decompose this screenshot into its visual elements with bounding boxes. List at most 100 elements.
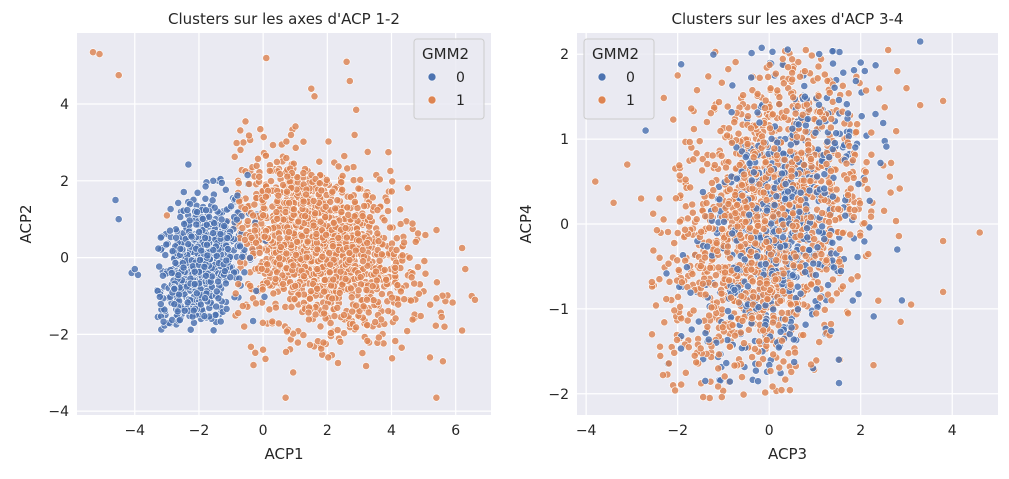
point-cluster-1: [747, 233, 755, 242]
point-cluster-1: [718, 323, 727, 332]
point-cluster-1: [339, 311, 348, 319]
point-cluster-1: [397, 343, 406, 352]
point-cluster-1: [342, 233, 351, 242]
point-cluster-0: [217, 178, 226, 187]
point-cluster-1: [299, 331, 308, 339]
point-cluster-1: [674, 266, 683, 274]
legend-marker-1-left: [427, 95, 437, 105]
legend-label-0-right: 0: [626, 70, 635, 86]
point-cluster-1: [852, 128, 860, 136]
point-cluster-1: [718, 225, 726, 233]
point-cluster-0: [641, 126, 650, 135]
point-cluster-1: [692, 358, 701, 367]
point-cluster-1: [239, 138, 248, 147]
point-cluster-0: [820, 170, 829, 179]
point-cluster-1: [725, 185, 734, 194]
point-cluster-1: [714, 263, 723, 272]
point-cluster-0: [745, 159, 754, 168]
point-cluster-0: [183, 206, 192, 214]
point-cluster-1: [238, 224, 247, 232]
point-cluster-1: [259, 211, 268, 220]
ticks-left: −4 −2 0 2 4 6 −4 −2 0 2 4: [48, 97, 460, 439]
point-cluster-1: [350, 197, 359, 206]
x-tick-label: 4: [387, 423, 396, 439]
point-cluster-1: [686, 183, 695, 192]
point-cluster-1: [325, 268, 334, 277]
point-cluster-1: [707, 303, 716, 312]
point-cluster-1: [791, 252, 800, 261]
point-cluster-0: [882, 142, 891, 151]
point-cluster-1: [252, 299, 260, 308]
point-cluster-1: [329, 218, 338, 227]
point-cluster-1: [407, 296, 415, 305]
x-tick-label: −2: [667, 423, 688, 439]
point-cluster-0: [186, 325, 195, 334]
point-cluster-1: [373, 229, 382, 238]
point-cluster-1: [299, 169, 308, 177]
point-cluster-1: [847, 275, 856, 284]
point-cluster-1: [364, 308, 373, 317]
point-cluster-1: [313, 245, 322, 254]
point-cluster-1: [275, 234, 284, 243]
y-tick-label: 1: [560, 132, 569, 148]
point-cluster-0: [183, 298, 192, 307]
point-cluster-0: [860, 237, 869, 246]
point-cluster-1: [742, 203, 751, 212]
point-cluster-1: [358, 349, 367, 357]
point-cluster-1: [670, 306, 679, 315]
point-cluster-1: [673, 256, 682, 265]
point-cluster-1: [388, 354, 396, 363]
points-right: [591, 37, 984, 402]
point-cluster-1: [813, 74, 822, 83]
point-cluster-1: [769, 318, 777, 327]
point-cluster-1: [665, 359, 673, 368]
point-cluster-1: [411, 237, 420, 246]
point-cluster-0: [193, 188, 202, 197]
point-cluster-1: [249, 361, 258, 369]
point-cluster-1: [265, 305, 274, 314]
point-cluster-1: [765, 61, 774, 69]
point-cluster-1: [673, 335, 681, 344]
point-cluster-1: [377, 290, 386, 298]
point-cluster-0: [198, 214, 207, 223]
point-cluster-0: [916, 37, 925, 46]
point-cluster-1: [249, 211, 257, 220]
point-cluster-1: [326, 319, 335, 327]
point-cluster-1: [655, 194, 664, 203]
point-cluster-1: [432, 278, 441, 287]
point-cluster-1: [329, 275, 338, 284]
point-cluster-0: [167, 269, 176, 277]
point-cluster-1: [827, 167, 835, 175]
point-cluster-1: [849, 213, 858, 221]
point-cluster-1: [363, 295, 371, 304]
point-cluster-1: [289, 205, 298, 214]
point-cluster-0: [898, 296, 906, 305]
point-cluster-1: [723, 131, 732, 140]
point-cluster-1: [802, 100, 811, 109]
point-cluster-1: [325, 248, 334, 257]
point-cluster-1: [320, 276, 329, 284]
point-cluster-1: [786, 147, 795, 156]
point-cluster-1: [251, 348, 260, 357]
point-cluster-0: [747, 176, 756, 185]
point-cluster-1: [294, 217, 303, 226]
point-cluster-1: [775, 226, 783, 235]
point-cluster-0: [216, 230, 225, 238]
point-cluster-1: [343, 164, 352, 173]
x-tick-label: −4: [124, 423, 145, 439]
point-cluster-1: [432, 294, 441, 303]
legend-label-1-right: 1: [626, 93, 635, 109]
point-cluster-1: [696, 344, 705, 353]
point-cluster-1: [793, 102, 802, 111]
point-cluster-0: [842, 100, 851, 109]
point-cluster-1: [89, 48, 97, 57]
point-cluster-0: [222, 256, 231, 265]
point-cluster-1: [975, 228, 984, 237]
point-cluster-1: [708, 178, 716, 187]
point-cluster-0: [176, 213, 185, 221]
point-cluster-1: [609, 198, 618, 207]
point-cluster-1: [716, 127, 725, 136]
point-cluster-1: [391, 337, 400, 345]
point-cluster-0: [727, 108, 736, 117]
point-cluster-1: [812, 356, 821, 365]
